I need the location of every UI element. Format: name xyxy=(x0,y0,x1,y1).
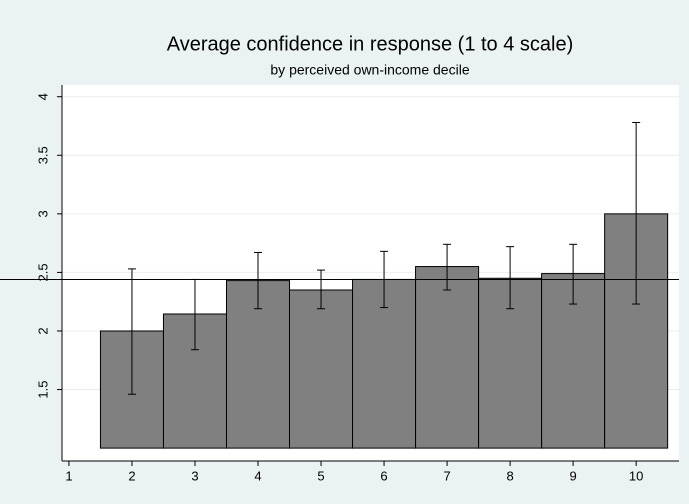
x-tick-label: 4 xyxy=(254,468,261,483)
x-tick-label: 3 xyxy=(191,468,198,483)
chart-title: Average confidence in response (1 to 4 s… xyxy=(167,33,574,55)
bar xyxy=(289,289,354,449)
y-tick-label: 3.5 xyxy=(35,146,50,164)
y-tick-label: 3 xyxy=(35,210,50,217)
x-tick-label: 7 xyxy=(443,468,450,483)
x-tick-label: 9 xyxy=(570,468,577,483)
x-tick-label: 10 xyxy=(629,468,643,483)
x-tick-label: 2 xyxy=(128,468,135,483)
x-tick-label: 1 xyxy=(65,468,72,483)
x-tick-label: 5 xyxy=(317,468,324,483)
y-tick-label: 4 xyxy=(35,93,50,100)
y-tick-label: 1.5 xyxy=(35,381,50,399)
y-tick-label: 2.5 xyxy=(35,263,50,281)
x-tick-label: 8 xyxy=(506,468,513,483)
chart-subtitle: by perceived own-income decile xyxy=(270,62,469,78)
bar xyxy=(415,266,480,449)
x-tick-label: 6 xyxy=(380,468,387,483)
y-tick-label: 2 xyxy=(35,327,50,334)
